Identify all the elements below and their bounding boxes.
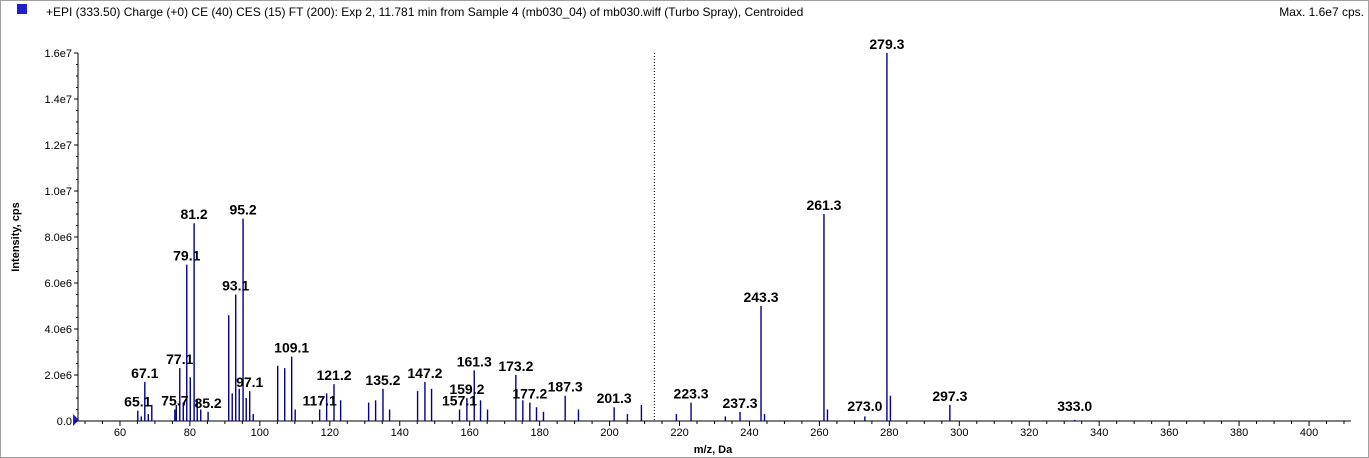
peak-label: 75.7 (161, 393, 188, 409)
x-tick-label: 400 (1300, 427, 1318, 439)
peak-label: 177.2 (512, 386, 547, 402)
peak-label: 147.2 (407, 365, 442, 381)
peak-label: 65.1 (124, 394, 151, 410)
x-axis-title: m/z, Da (694, 444, 733, 456)
x-tick-label: 120 (321, 427, 339, 439)
x-tick-label: 100 (251, 427, 269, 439)
y-tick-label: 1.4e7 (44, 94, 72, 106)
peak-label: 109.1 (274, 340, 309, 356)
x-tick-label: 220 (670, 427, 688, 439)
peak-label: 81.2 (180, 206, 207, 222)
axes (73, 53, 1351, 426)
peak-label: 201.3 (597, 390, 632, 406)
y-tick-label: 8.0e6 (44, 232, 72, 244)
peak-label: 117.1 (303, 393, 337, 409)
y-axis-title: Intensity, cps (10, 202, 22, 271)
x-tick-label: 240 (740, 427, 758, 439)
peak-label: 135.2 (365, 372, 400, 388)
x-tick-label: 60 (114, 427, 126, 439)
y-tick-label: 1.6e7 (44, 48, 72, 60)
y-tick-label: 6.0e6 (44, 278, 72, 290)
peak-label: 157.1 (442, 393, 477, 409)
peak-label: 77.1 (166, 351, 193, 367)
peak-labels: 65.1 67.175.7 77.1 79.1 81.2 85.2 93.1 95.2 97.1… (124, 36, 1092, 414)
x-tick-label: 140 (391, 427, 409, 439)
peak-label: 223.3 (674, 386, 709, 402)
peak-label: 121.2 (316, 367, 351, 383)
peak-label: 85.2 (194, 395, 221, 411)
max-intensity-label: Max. 1.6e7 cps. (1279, 5, 1364, 19)
spectrum-header: +EPI (333.50) Charge (+0) CE (40) CES (1… (46, 5, 803, 19)
peak-label: 243.3 (743, 289, 778, 305)
x-ticks: 60 80 100 120 140 160 180 200 220 240 260 280 300 320… (84, 421, 1345, 439)
peak-label: 93.1 (222, 278, 249, 294)
y-tick-label: 4.0e6 (44, 324, 72, 336)
y-tick-label: 1.0e7 (44, 186, 72, 198)
peaks (137, 53, 1076, 421)
peak-label: 279.3 (869, 36, 904, 52)
y-tick-label: 1.2e7 (44, 140, 72, 152)
peak-label: 79.1 (173, 248, 200, 264)
peak-label: 333.0 (1057, 398, 1092, 414)
x-tick-label: 320 (1020, 427, 1038, 439)
x-tick-label: 280 (880, 427, 898, 439)
peak-label: 173.2 (498, 358, 533, 374)
x-tick-label: 180 (530, 427, 548, 439)
x-tick-label: 80 (184, 427, 196, 439)
axis-origin-marker-icon (73, 414, 79, 426)
peak-label: 237.3 (723, 395, 758, 411)
x-tick-label: 300 (950, 427, 968, 439)
peak-label: 261.3 (806, 197, 841, 213)
peak-label: 161.3 (457, 353, 492, 369)
x-tick-label: 260 (810, 427, 828, 439)
x-tick-label: 380 (1230, 427, 1248, 439)
x-tick-label: 360 (1160, 427, 1178, 439)
peak-label: 273.0 (847, 398, 882, 414)
peak-label: 159.2 (449, 381, 484, 397)
y-tick-label: 2.0e6 (44, 370, 72, 382)
x-tick-label: 200 (600, 427, 618, 439)
peak-label: 67.1 (131, 365, 158, 381)
y-ticks: 0.0 2.0e6 4.0e6 6.0e6 8.0e6 1.0e7 1.2e7 1.4e7 1.… (44, 48, 78, 428)
x-tick-label: 340 (1090, 427, 1108, 439)
peak-label: 187.3 (548, 379, 583, 395)
x-tick-label: 160 (461, 427, 479, 439)
series-marker-icon (17, 4, 27, 14)
peak-label: 95.2 (229, 202, 256, 218)
y-tick-label: 0.0 (57, 416, 72, 428)
peak-label: 97.1 (236, 374, 263, 390)
peak-label: 297.3 (932, 388, 967, 404)
